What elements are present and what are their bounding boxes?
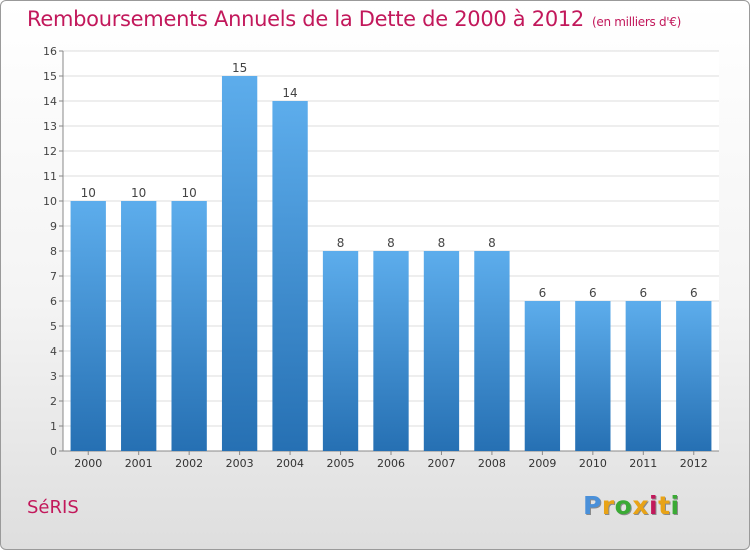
logo-letter: t [658, 491, 671, 520]
y-tick-label: 0 [50, 445, 57, 458]
bar-2007 [423, 251, 460, 451]
y-tick-label: 15 [43, 70, 57, 83]
y-tick-label: 9 [50, 220, 57, 233]
x-tick-label-2010: 2010 [579, 457, 607, 470]
x-tick-label-2005: 2005 [327, 457, 355, 470]
y-tick-label: 11 [43, 170, 57, 183]
title-text: Remboursements Annuels de la Dette de 20… [27, 7, 584, 31]
bar-2003 [221, 76, 258, 451]
value-label-2012: 6 [690, 286, 698, 300]
value-label-2011: 6 [639, 286, 647, 300]
y-tick-label: 12 [43, 145, 57, 158]
value-label-2006: 8 [387, 236, 395, 250]
x-tick-label-2007: 2007 [427, 457, 455, 470]
bar-2008 [474, 251, 510, 451]
y-tick-label: 4 [50, 345, 57, 358]
value-label-2010: 6 [589, 286, 597, 300]
value-label-2009: 6 [539, 286, 547, 300]
proxiti-logo[interactable]: Proxiti [583, 491, 680, 520]
x-tick-label-2000: 2000 [74, 457, 102, 470]
bar-2001 [121, 201, 157, 451]
y-tick-label: 8 [50, 245, 57, 258]
y-tick-label: 7 [50, 270, 57, 283]
x-tick-label-2008: 2008 [478, 457, 506, 470]
x-tick-label-2011: 2011 [629, 457, 657, 470]
bar-2011 [625, 301, 661, 451]
x-tick-label-2001: 2001 [125, 457, 153, 470]
y-tick-label: 10 [43, 195, 57, 208]
y-tick-label: 5 [50, 320, 57, 333]
bar-2012 [676, 301, 712, 451]
y-tick-label: 6 [50, 295, 57, 308]
bar-2006 [373, 251, 409, 451]
chart-title: Remboursements Annuels de la Dette de 20… [27, 7, 681, 31]
bar-2002 [171, 201, 207, 451]
x-tick-label-2012: 2012 [680, 457, 708, 470]
logo-letter: P [583, 491, 602, 520]
logo-text: Proxiti [583, 491, 680, 520]
bar-2005 [322, 251, 359, 451]
value-label-2008: 8 [488, 236, 496, 250]
value-label-2003: 15 [232, 61, 247, 75]
bar-2010 [575, 301, 611, 451]
logo-letter: r [601, 491, 615, 520]
logo-letter: i [649, 491, 659, 520]
bars [70, 76, 712, 451]
logo-letter: i [670, 491, 680, 520]
value-label-2005: 8 [337, 236, 345, 250]
y-tick-label: 14 [43, 95, 57, 108]
value-labels: 10 10 10 15 14 8 8 8 8 6 6 6 6 [81, 61, 698, 300]
value-label-2007: 8 [438, 236, 446, 250]
y-tick-label: 16 [43, 45, 57, 58]
bar-2004 [272, 101, 308, 451]
logo-letter: x [632, 491, 649, 520]
y-tick-label: 1 [50, 420, 57, 433]
x-tick-label-2006: 2006 [377, 457, 405, 470]
x-axis-ticks: 2000 2001 2002 2003 2004 2005 2006 2007 2008 2009… [74, 451, 708, 470]
x-tick-label-2009: 2009 [528, 457, 556, 470]
x-tick-label-2002: 2002 [175, 457, 203, 470]
bar-2009 [524, 301, 561, 451]
x-tick-label-2003: 2003 [226, 457, 254, 470]
x-tick-label-2004: 2004 [276, 457, 304, 470]
value-label-2000: 10 [81, 186, 96, 200]
city-name: SéRIS [27, 497, 79, 518]
y-tick-label: 3 [50, 370, 57, 383]
chart-subtitle: (en milliers d'€) [592, 15, 682, 29]
y-tick-label: 13 [43, 120, 57, 133]
logo-letter: o [614, 491, 633, 520]
bar-2000 [70, 201, 106, 451]
value-label-2002: 10 [182, 186, 197, 200]
value-label-2004: 14 [282, 86, 297, 100]
y-tick-label: 2 [50, 395, 57, 408]
value-label-2001: 10 [131, 186, 146, 200]
